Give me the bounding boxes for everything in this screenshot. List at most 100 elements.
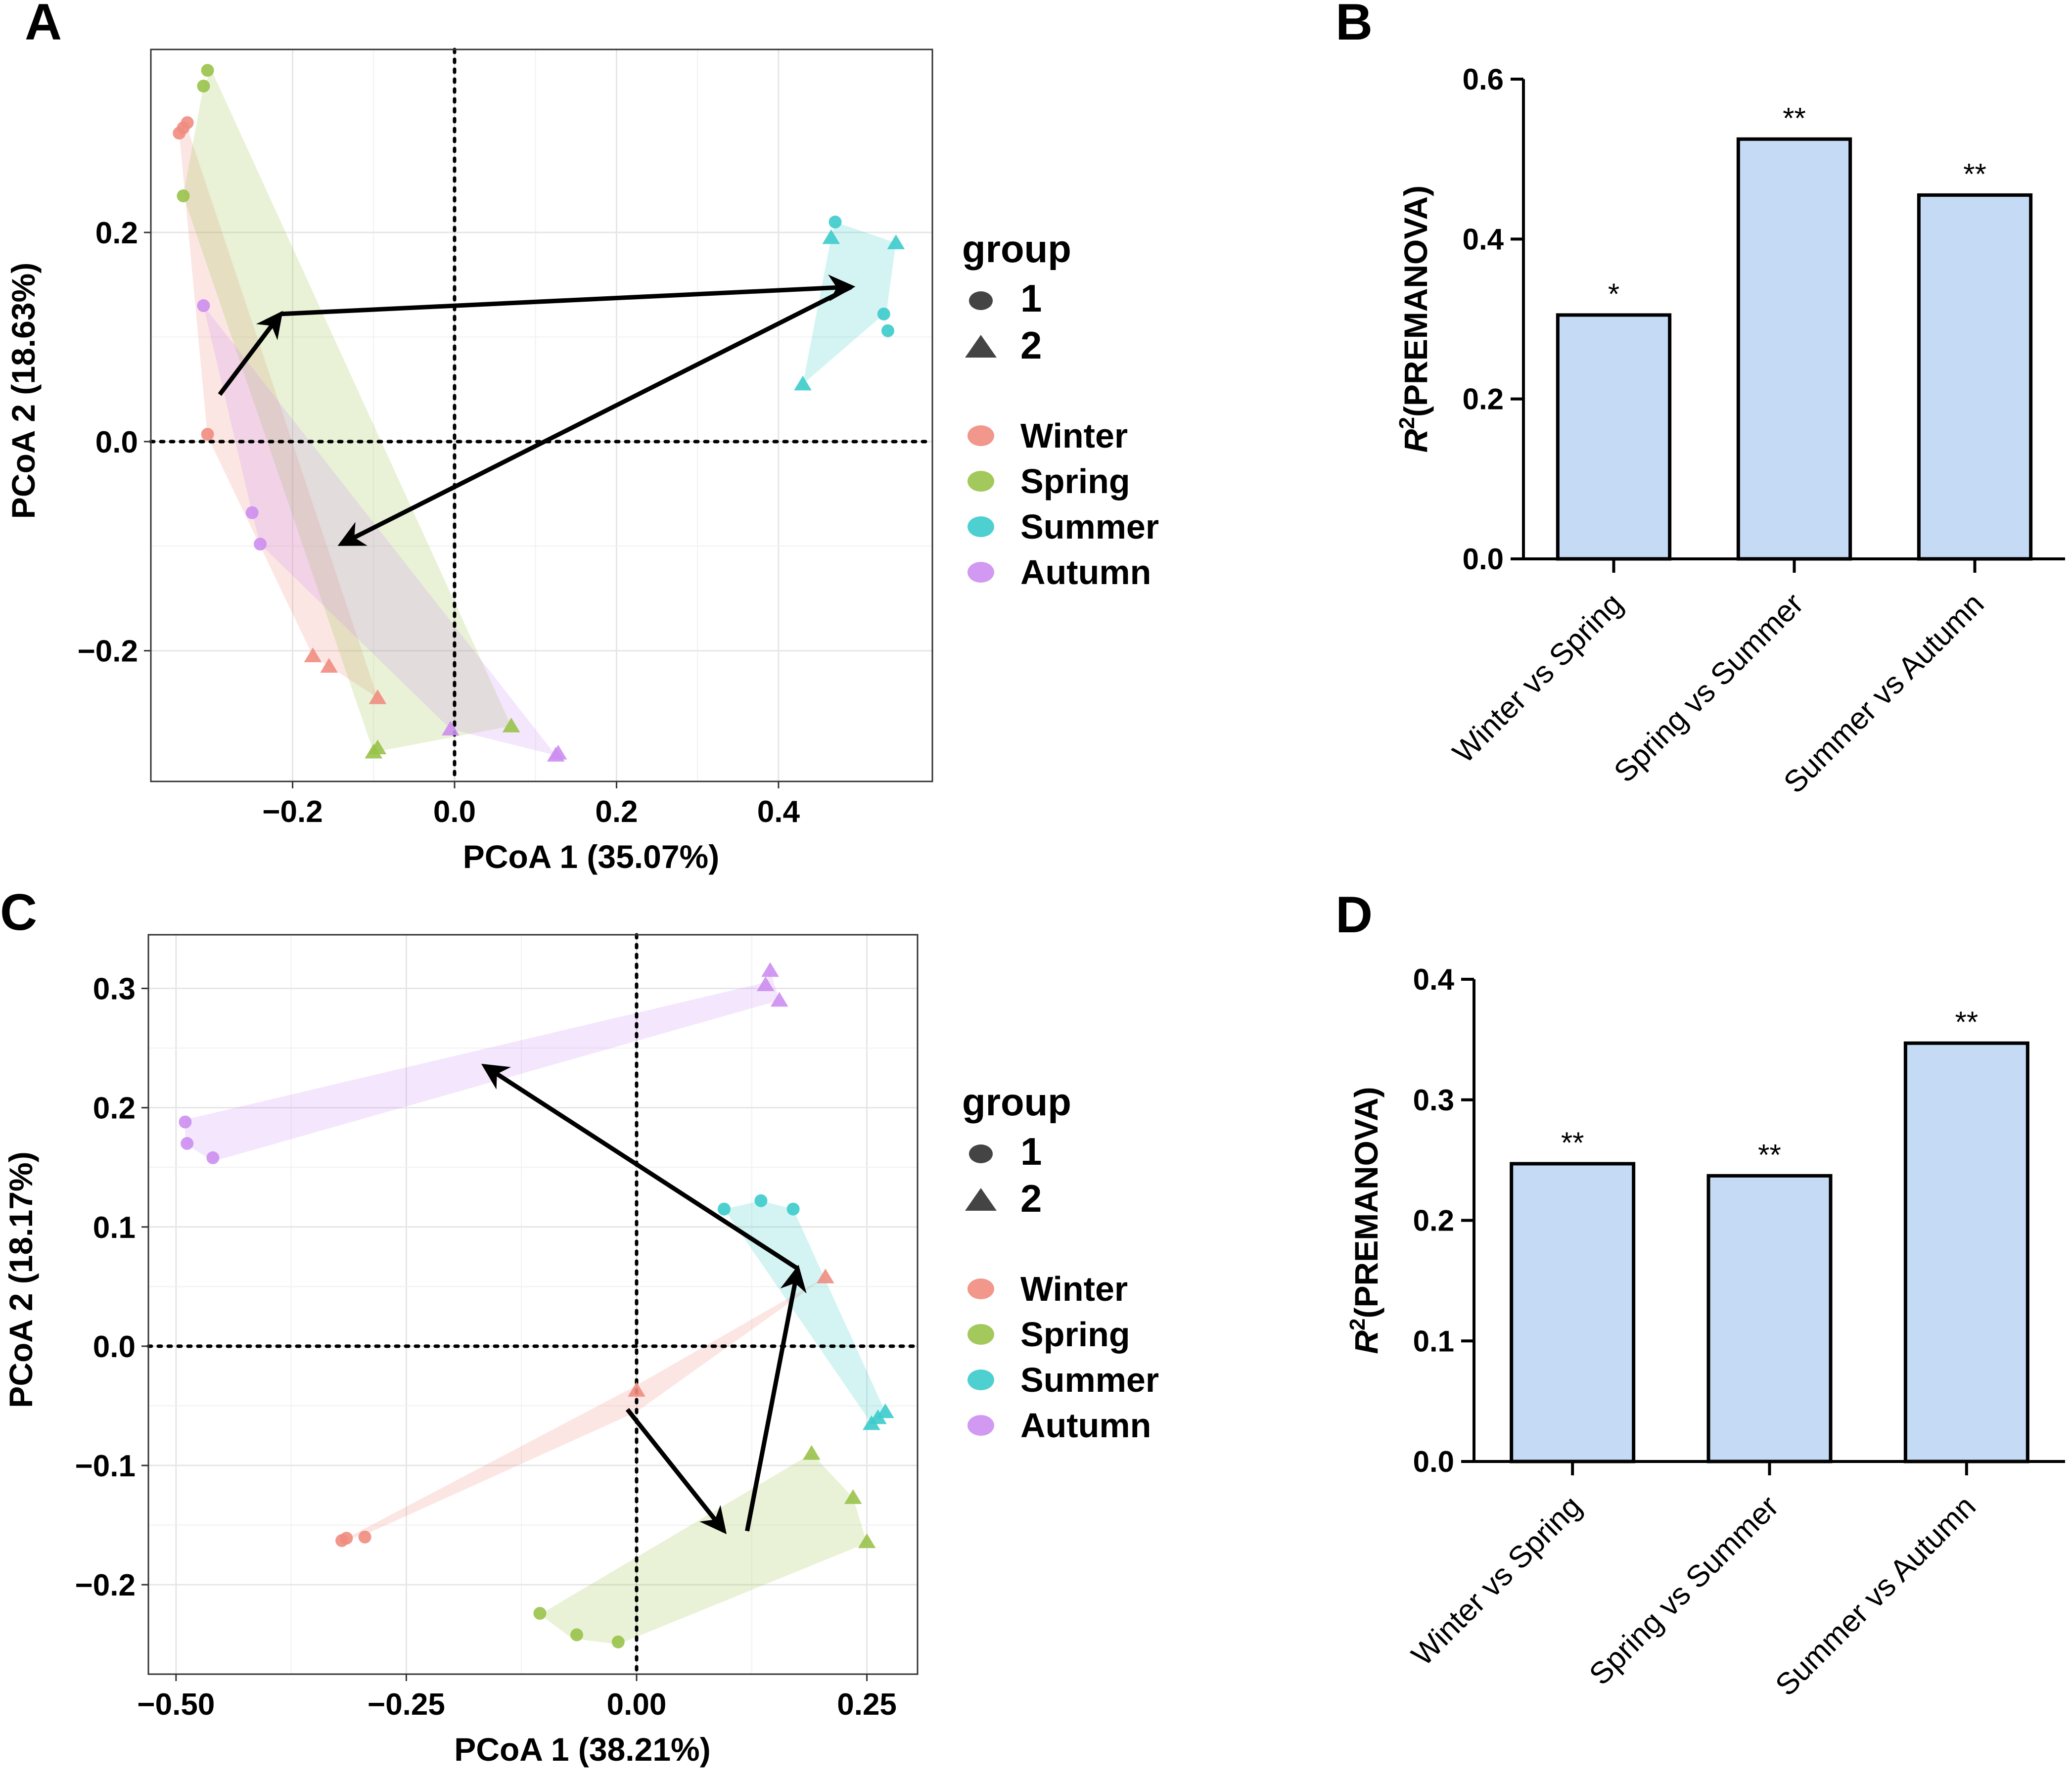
x-tick-label: −0.25: [368, 1688, 445, 1722]
bar: [1917, 193, 2033, 561]
legend-title: group: [962, 227, 1071, 271]
hulls: [179, 70, 896, 756]
x-tick-label: 0.4: [757, 795, 800, 829]
trajectory-arrow: [745, 1265, 807, 1532]
y-tick-label: −0.2: [78, 635, 138, 669]
point-winter-group1: [340, 1532, 353, 1545]
category-label: Spring vs Summer: [1608, 587, 1810, 789]
points: [179, 962, 894, 1648]
legend-label-summer: Summer: [1020, 507, 1159, 546]
legend-key-summer: [967, 1369, 994, 1390]
point-winter-group1: [358, 1530, 371, 1544]
trajectory-arrow: [625, 1408, 727, 1534]
legend-shape-label: 1: [1020, 276, 1042, 320]
legend-shape-label: 2: [1020, 323, 1042, 367]
legend-key-spring: [967, 471, 994, 492]
point-spring-group1: [201, 64, 214, 77]
point-summer-group2: [887, 234, 905, 249]
category-label: Spring vs Summer: [1583, 1489, 1785, 1691]
legend-label-autumn: Autumn: [1020, 1406, 1151, 1445]
hull-winter: [179, 128, 378, 698]
y-title-r: R: [1348, 1330, 1384, 1354]
x-tick-label: 0.0: [433, 795, 476, 829]
arrows: [481, 1063, 807, 1534]
panel-b-bars: 0.0 0.2 0.4 0.6 * Winter vs Spring ** Spring vs…: [1395, 63, 2065, 800]
point-spring-group2: [502, 717, 520, 732]
y-title-text: (PREMANOVA): [1397, 185, 1434, 417]
point-summer-group2: [794, 375, 812, 391]
point-winter-group2: [816, 1269, 834, 1283]
panel-letter-b: B: [1335, 0, 1373, 51]
bar: [1510, 1162, 1636, 1463]
point-spring-group2: [858, 1533, 876, 1549]
point-winter-group1: [173, 127, 186, 140]
trajectory-arrow: [218, 311, 283, 396]
points: [173, 64, 905, 762]
point-autumn-group2: [761, 962, 779, 977]
x-axis-title: PCoA 1 (38.21%): [454, 1731, 710, 1768]
point-spring-group1: [197, 80, 210, 92]
significance-label: **: [1561, 1126, 1584, 1159]
y-title-r: R: [1397, 429, 1434, 453]
trajectory-arrow: [280, 274, 856, 317]
bar: [1706, 1174, 1833, 1463]
y-tick-label: −0.1: [75, 1449, 136, 1483]
x-tick-label: −0.50: [137, 1688, 215, 1722]
legend: group 12 Winter Spring Summer Autumn: [962, 1080, 1159, 1445]
legend: group 12 Winter Spring Summer Autumn: [962, 227, 1159, 592]
legend-key-winter: [967, 425, 994, 446]
y-title-text: (PREMANOVA): [1348, 1087, 1384, 1318]
bar: [1903, 1041, 2029, 1463]
point-autumn-group1: [254, 538, 267, 551]
significance-label: **: [1955, 1005, 1978, 1039]
point-winter-group1: [181, 116, 194, 129]
legend-circle-icon: [969, 1144, 993, 1163]
legend-label-winter: Winter: [1020, 1270, 1128, 1308]
legend-key-summer: [967, 516, 994, 537]
y-tick-label: 0.0: [1463, 543, 1504, 576]
y-tick-label: 0.0: [93, 1330, 136, 1364]
hulls: [185, 970, 885, 1644]
legend-label-summer: Summer: [1020, 1361, 1159, 1399]
significance-label: **: [1783, 101, 1806, 135]
x-tick-label: 0.2: [595, 795, 638, 829]
hull-summer: [803, 222, 896, 384]
panel-a-pcoa: −0.2 0.0 0.2 0.4 −0.2 0.0 0.2 PCoA 1 (35.07%) PC…: [5, 47, 1159, 875]
y-axis-title: PCoA 2 (18.63%): [5, 263, 42, 519]
legend-label-winter: Winter: [1020, 416, 1128, 455]
point-spring-group2: [368, 739, 387, 755]
panel-letter-a: A: [25, 0, 62, 51]
y-axis-title: R2(PREMANOVA): [1345, 1087, 1384, 1354]
point-autumn-group1: [179, 1115, 192, 1129]
panel-c-pcoa: −0.50 −0.25 0.00 0.25 −0.2 −0.1 0.0 0.1 0.2 0.3 PC…: [2, 933, 1159, 1768]
legend-triangle-icon: [965, 1188, 997, 1211]
hull-spring: [183, 70, 511, 752]
point-autumn-group2: [441, 721, 460, 736]
point-autumn-group1: [181, 1137, 194, 1150]
legend-label-spring: Spring: [1020, 1315, 1130, 1354]
point-autumn-group2: [770, 992, 788, 1007]
y-tick-label: 0.4: [1463, 223, 1504, 256]
y-tick-label: 0.1: [1413, 1324, 1454, 1358]
category-label: Summer vs Autumn: [1777, 587, 1990, 800]
point-spring-group1: [570, 1628, 583, 1642]
point-summer-group1: [881, 324, 894, 337]
legend-shape-label: 2: [1020, 1177, 1042, 1220]
y-tick-label: 0.0: [1413, 1445, 1454, 1478]
plot-frame: [147, 934, 919, 1675]
legend-circle-icon: [969, 291, 993, 310]
legend-triangle-icon: [965, 335, 997, 358]
panel-letter-c: C: [0, 884, 37, 941]
legend-label-spring: Spring: [1020, 462, 1130, 501]
panel-d-bars: 0.0 0.1 0.2 0.3 0.4 ** Winter vs Spring ** Sprin…: [1345, 963, 2065, 1702]
panel-letter-d: D: [1335, 886, 1373, 944]
category-label: Winter vs Spring: [1405, 1489, 1588, 1672]
y-axis-title: R2(PREMANOVA): [1395, 185, 1434, 453]
point-winter-group2: [368, 689, 387, 704]
point-summer-group2: [876, 1403, 894, 1418]
panel-letters: A B C D: [0, 0, 1373, 944]
point-autumn-group2: [756, 976, 775, 992]
bar: [1736, 137, 1852, 561]
category-label: Winter vs Spring: [1446, 587, 1629, 770]
